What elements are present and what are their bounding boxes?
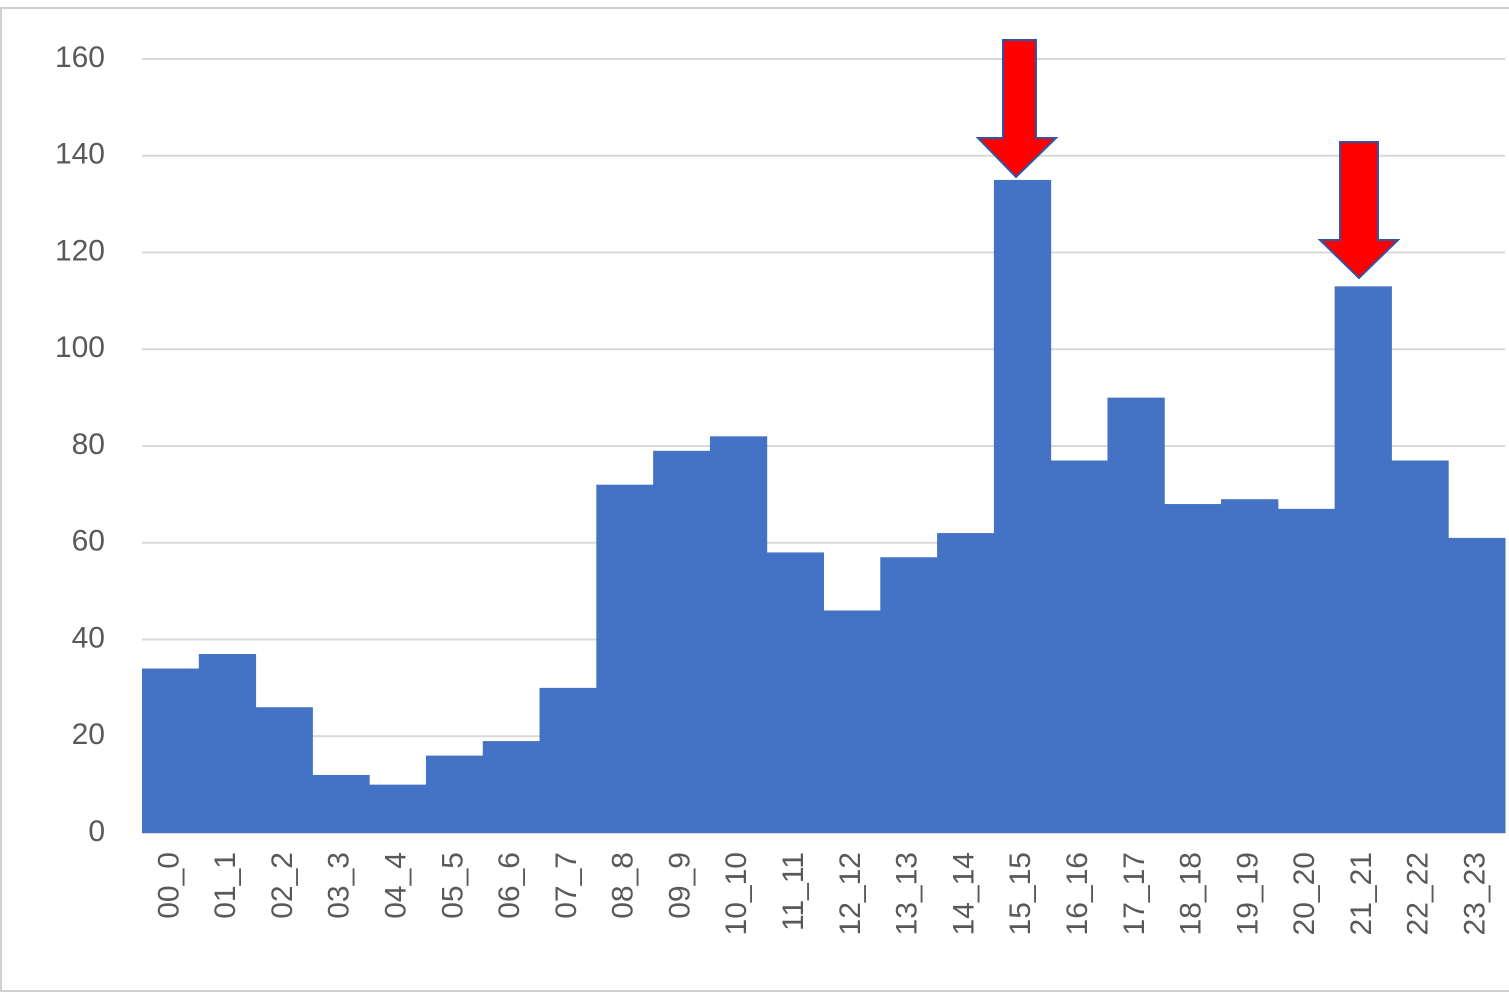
x-tick-label: 05_5 [436,852,469,919]
bar [1334,286,1392,833]
bars [142,179,1506,833]
bar [312,774,370,833]
bar [142,668,200,833]
x-tick-label: 22_22 [1402,852,1435,935]
y-tick-label: 0 [88,815,105,848]
bar [198,654,257,833]
x-tick-label: 11_11 [777,852,810,931]
x-tick-label: 09_9 [663,852,696,919]
y-tick-label: 80 [72,428,105,461]
bar [425,755,484,833]
bar [993,179,1052,833]
bar [482,741,541,833]
y-tick-label: 60 [72,525,105,558]
bar [709,436,768,833]
bar [1277,508,1336,833]
bar [1221,499,1279,833]
y-tick-label: 140 [55,138,105,171]
x-tick-label: 10_10 [720,852,753,935]
x-tick-label: 08_8 [607,852,640,919]
x-tick-label: 07_7 [550,852,583,919]
bar [1050,460,1108,833]
bar [1107,397,1165,833]
x-tick-label: 12_12 [834,852,867,935]
bar [1164,504,1222,833]
x-tick-label: 03_3 [323,852,356,919]
bar [255,707,313,833]
y-tick-label: 100 [55,331,105,364]
y-tick-label: 160 [55,41,105,74]
y-tick-label: 120 [55,234,105,267]
x-tick-label: 18_18 [1175,852,1208,935]
arrow [975,39,1059,179]
x-tick-label: 21_21 [1345,852,1378,935]
x-tick-label: 14_14 [947,852,980,935]
x-tick-label: 23_23 [1459,852,1492,935]
x-tick-label: 20_20 [1288,852,1321,935]
x-tick-label: 02_2 [266,852,299,919]
x-tick-label: 19_19 [1231,852,1264,935]
bar [823,610,881,833]
bar [766,552,824,833]
arrow [1317,141,1401,280]
x-tick-label: 13_13 [891,852,924,935]
y-tick-label: 40 [72,621,105,654]
labels: 0 20 40 60 80 100 120 140 160 00_0 01_1 02_2 03_3 04_… [55,41,1492,936]
y-tick-label: 20 [72,718,105,751]
x-tick-label: 16_16 [1061,852,1094,935]
bar [1391,460,1449,833]
x-tick-label: 04_4 [379,852,412,919]
x-tick-label: 00_0 [152,852,185,919]
bar [937,533,995,833]
bar [1448,537,1506,833]
x-tick-label: 17_17 [1118,852,1151,935]
x-tick-label: 15_15 [1004,852,1037,935]
bar [539,687,597,833]
bar [653,450,711,833]
x-tick-label: 06_6 [493,852,526,919]
bar [596,484,654,833]
x-tick-label: 01_1 [209,852,242,919]
bar [880,557,938,833]
bar [369,784,427,833]
